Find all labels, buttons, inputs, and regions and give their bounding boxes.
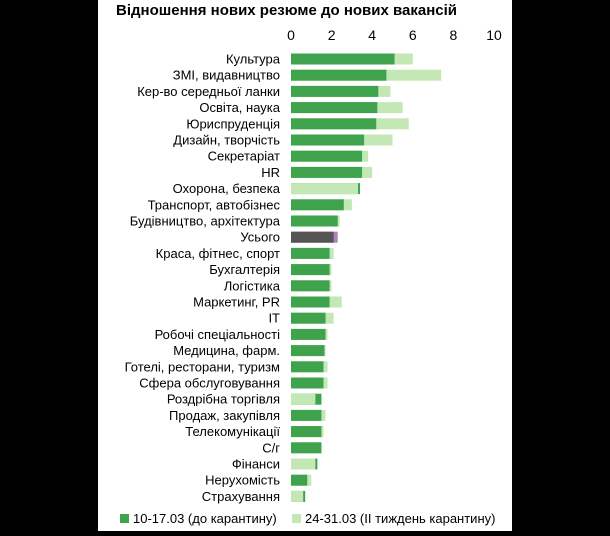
bar-before	[291, 231, 334, 243]
category-label: Транспорт, автобізнес	[148, 197, 281, 212]
bar-before	[291, 264, 330, 276]
category-label: HR	[261, 165, 280, 180]
bar-before	[291, 280, 330, 292]
bar-before	[291, 296, 330, 308]
bar-before	[291, 134, 365, 146]
category-label: Фінанси	[232, 457, 280, 472]
x-axis: 0 2 4 6 8 10	[287, 27, 502, 43]
x-tick-label: 8	[450, 27, 458, 43]
legend-swatch-quarantine	[292, 514, 301, 523]
category-label: Продаж, закупівля	[169, 408, 280, 423]
bar-before	[291, 69, 387, 81]
category-label: Страхування	[202, 489, 280, 504]
category-label: Робочі спеціальності	[155, 327, 281, 342]
bar-quarantine	[291, 490, 304, 502]
category-label: С/г	[262, 440, 280, 455]
category-label: Охорона, безпека	[173, 181, 281, 196]
bar-before	[291, 150, 363, 162]
category-label: Будівництво, архітектура	[130, 214, 281, 229]
bar-before	[291, 361, 324, 373]
bar-before	[291, 215, 338, 227]
x-tick-label: 4	[368, 27, 376, 43]
chart-title: Відношення нових резюме до нових вакансі…	[116, 2, 457, 19]
category-label: Логістика	[224, 278, 281, 293]
category-label: IT	[268, 311, 280, 326]
bar-before	[291, 328, 326, 340]
bar-quarantine	[291, 458, 316, 470]
x-tick-label: 0	[287, 27, 295, 43]
x-tick-label: 2	[328, 27, 336, 43]
legend: 10-17.03 (до карантину) 24-31.03 (II тиж…	[120, 511, 495, 526]
category-label: Роздрібна торгівля	[167, 392, 280, 407]
category-label: Сфера обслуговування	[139, 376, 280, 391]
bar-before	[291, 409, 322, 421]
bar-before	[291, 118, 377, 130]
x-tick-label: 10	[486, 27, 502, 43]
category-label: Нерухомість	[205, 473, 280, 488]
category-label: ЗМІ, видавництво	[173, 68, 280, 83]
category-label: Краса, фітнес, спорт	[156, 246, 280, 261]
bar-before	[291, 53, 395, 65]
bar-before	[291, 199, 344, 211]
category-label: Медицина, фарм.	[173, 343, 280, 358]
category-label: Освіта, наука	[199, 100, 280, 115]
category-label: Секретаріат	[208, 149, 280, 164]
legend-label-before: 10-17.03 (до карантину)	[133, 511, 277, 526]
bar-before	[291, 345, 325, 357]
bars	[291, 53, 442, 502]
bar-before	[291, 442, 322, 454]
category-label: Готелі, ресторани, туризм	[125, 359, 280, 374]
bar-before	[291, 474, 308, 486]
bar-before	[291, 85, 379, 97]
category-label: Бухгалтерія	[209, 262, 280, 277]
bar-before	[291, 247, 330, 259]
category-label: Маркетинг, PR	[193, 295, 280, 310]
category-label: Культура	[226, 52, 281, 67]
legend-label-quarantine: 24-31.03 (II тиждень карантину)	[305, 511, 495, 526]
bar-before	[291, 102, 378, 114]
bar-before	[291, 312, 326, 324]
category-label: Кер-во середньої ланки	[137, 84, 280, 99]
category-label: Юриспруденція	[186, 116, 280, 131]
bar-before	[291, 426, 322, 438]
bar-quarantine	[291, 183, 358, 195]
bar-quarantine	[291, 393, 316, 405]
bar-before	[291, 377, 324, 389]
category-label: Дизайн, творчість	[173, 133, 280, 148]
category-label: Усього	[240, 230, 280, 245]
legend-swatch-before	[120, 514, 129, 523]
bar-before	[291, 166, 363, 178]
x-tick-label: 6	[409, 27, 417, 43]
category-label: Телекомунікації	[185, 424, 280, 439]
